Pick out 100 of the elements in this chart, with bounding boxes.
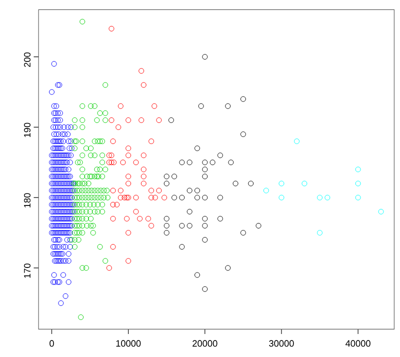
point bbox=[108, 26, 114, 32]
point bbox=[108, 152, 114, 158]
point bbox=[126, 152, 132, 158]
point bbox=[162, 194, 168, 200]
point bbox=[210, 160, 216, 166]
point bbox=[217, 216, 223, 222]
point bbox=[140, 152, 146, 158]
point bbox=[148, 194, 154, 200]
point bbox=[278, 180, 284, 186]
point bbox=[202, 286, 208, 292]
point bbox=[217, 152, 223, 158]
point bbox=[179, 160, 185, 166]
x-tick-label: 20000 bbox=[192, 340, 218, 347]
point bbox=[194, 194, 200, 200]
point bbox=[118, 188, 124, 194]
point bbox=[378, 208, 384, 214]
point bbox=[106, 152, 112, 158]
y-tick-label: 180 bbox=[24, 193, 30, 208]
point bbox=[145, 216, 151, 222]
point bbox=[256, 222, 262, 228]
point bbox=[148, 222, 154, 228]
point bbox=[164, 174, 170, 180]
point bbox=[110, 138, 116, 144]
point bbox=[124, 216, 130, 222]
point bbox=[138, 68, 144, 74]
point bbox=[248, 180, 254, 186]
point bbox=[355, 166, 361, 172]
point bbox=[186, 160, 192, 166]
point bbox=[172, 174, 178, 180]
point bbox=[202, 216, 208, 222]
x-tick-label: 30000 bbox=[269, 340, 294, 347]
point bbox=[164, 230, 170, 236]
point bbox=[133, 208, 139, 214]
point bbox=[194, 188, 200, 194]
x-tick-label: 10000 bbox=[116, 340, 141, 347]
point bbox=[317, 194, 323, 200]
x-tick-label: 40000 bbox=[346, 340, 370, 347]
point bbox=[194, 145, 200, 151]
point bbox=[240, 230, 246, 236]
point bbox=[186, 222, 192, 228]
point bbox=[263, 188, 269, 194]
point bbox=[140, 166, 146, 172]
point bbox=[186, 188, 192, 194]
point bbox=[126, 258, 132, 264]
point bbox=[106, 160, 112, 166]
point bbox=[110, 244, 116, 250]
point bbox=[148, 188, 154, 194]
point bbox=[202, 236, 208, 242]
point bbox=[118, 194, 124, 200]
point bbox=[179, 222, 185, 228]
point bbox=[217, 194, 223, 200]
point bbox=[133, 194, 139, 200]
point bbox=[202, 54, 208, 60]
point bbox=[126, 145, 132, 151]
point bbox=[126, 174, 132, 180]
point bbox=[194, 272, 200, 278]
point bbox=[240, 96, 246, 102]
point bbox=[202, 160, 208, 166]
point bbox=[106, 265, 112, 271]
point bbox=[140, 82, 146, 88]
point bbox=[140, 180, 146, 186]
y-tick-label: 200 bbox=[24, 52, 30, 67]
point bbox=[202, 174, 208, 180]
point bbox=[152, 194, 158, 200]
point bbox=[126, 117, 132, 123]
y-tick-label: 190 bbox=[24, 122, 30, 137]
point bbox=[202, 166, 208, 172]
point bbox=[133, 160, 139, 166]
point bbox=[302, 180, 308, 186]
point bbox=[228, 160, 234, 166]
point bbox=[156, 117, 162, 123]
point bbox=[137, 216, 143, 222]
x-tick-label: 0 bbox=[50, 340, 54, 347]
point bbox=[202, 222, 208, 228]
point bbox=[355, 194, 361, 200]
point bbox=[110, 188, 116, 194]
point bbox=[232, 180, 238, 186]
y-tick-label: 170 bbox=[24, 263, 30, 278]
point bbox=[225, 103, 231, 109]
point bbox=[324, 194, 330, 200]
point bbox=[225, 265, 231, 271]
point bbox=[138, 117, 144, 123]
point bbox=[156, 188, 162, 194]
point bbox=[110, 202, 116, 208]
point bbox=[355, 180, 361, 186]
point bbox=[114, 202, 120, 208]
point bbox=[179, 244, 185, 250]
point bbox=[120, 160, 126, 166]
point bbox=[108, 117, 114, 123]
point bbox=[172, 194, 178, 200]
point bbox=[240, 131, 246, 137]
point bbox=[111, 160, 117, 166]
point bbox=[116, 124, 122, 130]
point bbox=[108, 160, 114, 166]
point bbox=[164, 216, 170, 222]
point bbox=[278, 194, 284, 200]
point bbox=[164, 222, 170, 228]
point bbox=[168, 117, 174, 123]
point bbox=[126, 230, 132, 236]
point bbox=[317, 230, 323, 236]
